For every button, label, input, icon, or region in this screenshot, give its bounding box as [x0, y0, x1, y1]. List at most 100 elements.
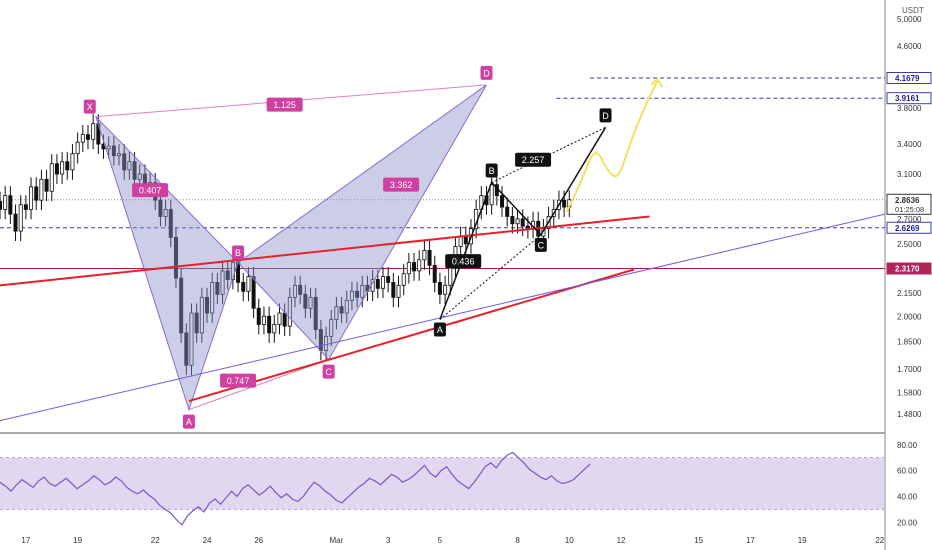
- candle-body-84: [432, 264, 437, 283]
- price-label-last-price-bg: [886, 193, 932, 215]
- candle-body-41: [210, 281, 215, 314]
- pattern-left-point-a: A: [186, 417, 192, 427]
- candle-body-70: [360, 284, 365, 298]
- candle-body-64: [329, 319, 334, 337]
- candle-body-101: [520, 218, 525, 227]
- candle-body-82: [422, 249, 427, 261]
- price-tick-12: 1.5800: [897, 389, 922, 398]
- candle-body-86: [443, 284, 448, 295]
- candle-body-13: [65, 161, 70, 171]
- candle-body-49: [251, 276, 256, 309]
- candle-body-100: [515, 218, 520, 225]
- time-tick-12: 17: [746, 536, 755, 545]
- candle-body-87: [448, 267, 453, 286]
- rsi-band: [0, 457, 885, 510]
- candle-body-81: [417, 259, 422, 272]
- pattern-left-point-d: D: [483, 68, 490, 78]
- candle-body-51: [261, 315, 266, 325]
- harmonic-right-bd: [491, 126, 606, 183]
- candle-body-55: [282, 312, 287, 327]
- candle-body-61: [313, 296, 318, 330]
- candle-body-9: [44, 178, 49, 192]
- price-tick-9: 2.0000: [897, 312, 922, 321]
- forecast-arrowhead: [650, 77, 664, 88]
- price-label-countdown: 01:25:08: [895, 205, 924, 214]
- candle-body-50: [256, 307, 261, 325]
- candle-body-5: [23, 204, 28, 210]
- rsi-tick-0: 80.00: [897, 441, 918, 450]
- candle-body-109: [562, 199, 567, 208]
- candle-body-17: [85, 134, 90, 140]
- candle-body-59: [303, 293, 308, 309]
- candle-body-6: [29, 186, 34, 210]
- pattern-left-ratio-2-bg: [383, 177, 420, 192]
- time-tick-10: 12: [617, 536, 626, 545]
- candle-body-85: [437, 281, 442, 295]
- price-tick-7: 2.5000: [897, 240, 922, 249]
- forecast-path: [565, 80, 659, 213]
- candle-body-54: [277, 312, 282, 325]
- pattern-left-ratio-3: 1.125: [273, 100, 296, 110]
- candle-body-78: [401, 273, 406, 286]
- candle-body-44: [225, 270, 230, 280]
- price-label-level-2-6269: 2.6269: [895, 224, 920, 233]
- time-tick-4: 26: [254, 536, 263, 545]
- candle-body-47: [241, 281, 246, 292]
- time-axis[interactable]: 17 19 22 24 26 Mar 3 5 8 10 12 15 17 19 22: [21, 536, 884, 545]
- harmonic-ac-line: [188, 359, 329, 411]
- pattern-right-point-c: C: [538, 240, 545, 250]
- price-label-level-4-1679-bg: [886, 71, 932, 84]
- candle-body-21: [106, 145, 111, 150]
- candle-body-31: [158, 199, 163, 217]
- price-label-level-2-3170: 2.3170: [895, 265, 920, 274]
- price-tick-4: 3.4000: [897, 140, 922, 149]
- time-tick-8: 8: [515, 536, 520, 545]
- pattern-right-ratio-0-bg: [445, 254, 482, 269]
- time-tick-3: 24: [203, 536, 212, 545]
- pattern-right-point-a-bg: [433, 322, 446, 337]
- candle-body-8: [39, 178, 44, 201]
- pattern-right-point-d: D: [602, 111, 609, 121]
- candle-body-24: [122, 153, 127, 171]
- time-tick-14: 22: [875, 536, 884, 545]
- price-tick-10: 1.8500: [897, 338, 922, 347]
- price-label-last-price: 2.8636: [895, 196, 920, 205]
- candle-body-35: [179, 277, 184, 334]
- rsi-tick-2: 40.00: [897, 492, 918, 501]
- trendline-1: [188, 268, 635, 403]
- rsi-pane[interactable]: [0, 451, 885, 526]
- time-tick-6: 3: [386, 536, 391, 545]
- price-label-level-2-3170-bg: [886, 262, 932, 275]
- candle-body-7: [34, 186, 39, 201]
- pattern-left-point-a-bg: [182, 414, 195, 429]
- price-tick-11: 1.7000: [897, 365, 922, 374]
- candle-body-60: [308, 296, 313, 309]
- candle-body-14: [70, 153, 75, 171]
- candle-body-25: [127, 161, 132, 171]
- candle-body-1: [3, 195, 8, 210]
- candle-body-2: [8, 195, 13, 215]
- candle-body-34: [173, 237, 178, 279]
- candle-body-83: [427, 249, 432, 266]
- candle-body-12: [60, 161, 65, 175]
- candle-body-36: [184, 332, 189, 366]
- pattern-left-point-c: C: [325, 367, 332, 377]
- price-tick-hidden: 2.7000: [897, 215, 922, 224]
- rsi-tick-1: 60.00: [897, 467, 918, 476]
- price-tick-5: 3.1000: [897, 170, 922, 179]
- candle-body-22: [111, 145, 116, 157]
- rsi-axis[interactable]: 80.00 60.00 40.00 20.00: [897, 441, 918, 528]
- time-tick-5: Mar: [330, 536, 344, 545]
- candle-body-37: [189, 312, 194, 366]
- pattern-right-ratio-1: 2.257: [522, 155, 545, 165]
- candle-body-33: [168, 208, 173, 238]
- trendline-2: [0, 213, 886, 422]
- candle-body-39: [199, 296, 204, 334]
- rsi-tick-3: 20.00: [897, 518, 918, 527]
- candle-body-56: [287, 296, 292, 327]
- pattern-left-ratio-3-bg: [266, 97, 303, 112]
- candle-body-74: [380, 276, 385, 289]
- price-label-level-3-9161: 3.9161: [895, 94, 920, 103]
- candle-body-73: [375, 279, 380, 289]
